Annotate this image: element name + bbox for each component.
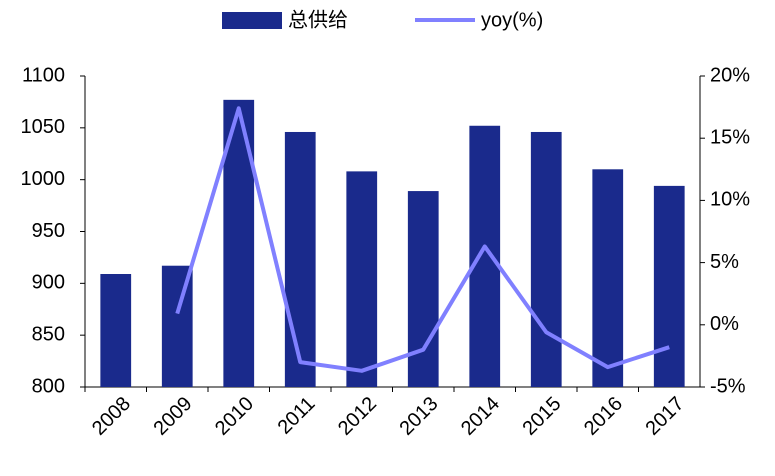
x-tick-label: 2011: [274, 393, 320, 439]
y2-tick-label: 5%: [710, 251, 739, 273]
y-tick-label: 1000: [21, 168, 66, 190]
bar: [284, 131, 316, 387]
y2-tick-label: -5%: [710, 375, 746, 397]
line: [175, 106, 670, 373]
x-tick-label: 2009: [149, 393, 196, 440]
x-tick-label: 2013: [395, 393, 442, 440]
y2-tick-label: 0%: [710, 313, 739, 335]
bar: [407, 191, 439, 387]
y-tick-label: 1100: [22, 64, 65, 86]
x-tick-label: 2016: [580, 393, 627, 440]
bar: [592, 169, 624, 387]
x-tick-label: 2017: [641, 393, 688, 440]
x-tick-label: 2010: [211, 393, 258, 440]
x-tick-label: 2012: [334, 393, 381, 440]
legend-label: 总供给: [288, 8, 348, 31]
bar: [530, 131, 562, 387]
bar: [346, 171, 378, 387]
y2-tick-label: 10%: [710, 189, 750, 211]
x-tick-label: 2015: [518, 393, 565, 440]
y2-tick-label: 15%: [710, 126, 750, 148]
legend-swatch: [222, 12, 282, 29]
bar: [100, 274, 132, 387]
y-tick-label: 1050: [21, 116, 66, 138]
x-tick-label: 2014: [457, 393, 504, 440]
y2-tick-label: 20%: [710, 64, 750, 86]
y-tick-label: 900: [32, 272, 65, 294]
y-tick-label: 850: [32, 323, 65, 345]
y-tick-label: 800: [32, 375, 65, 397]
bar: [469, 125, 501, 387]
bar: [653, 185, 685, 387]
legend-label: yoy(%): [481, 9, 543, 31]
x-tick-label: 2008: [88, 393, 135, 440]
y-tick-label: 950: [32, 220, 65, 242]
